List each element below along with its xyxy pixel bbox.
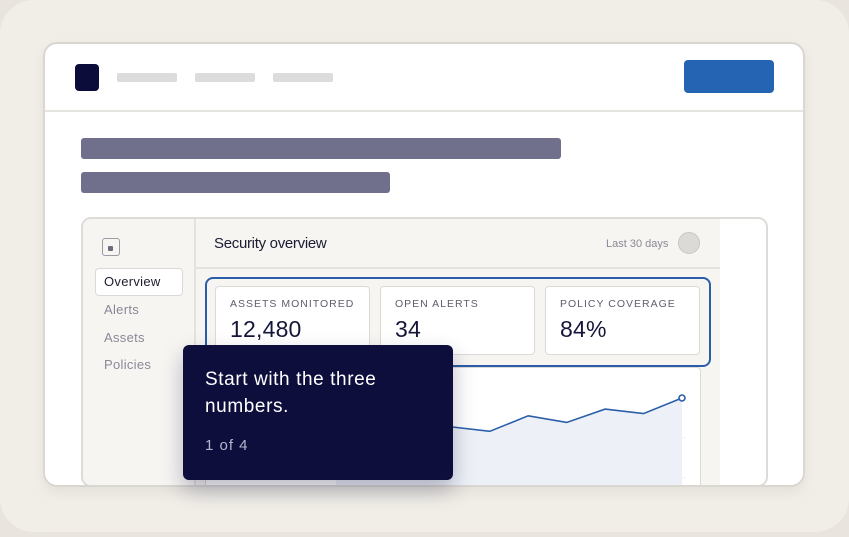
logo[interactable] <box>75 64 99 91</box>
tooltip-step-counter: 1 of 4 <box>205 437 249 454</box>
trend-endpoint <box>678 394 686 402</box>
hero-heading-placeholder <box>81 138 561 159</box>
top-navigation <box>45 44 803 112</box>
app-icon <box>102 238 120 256</box>
nav-link-placeholder-2[interactable] <box>195 73 255 82</box>
sidebar-item-overview[interactable]: Overview <box>95 268 183 296</box>
hero-subheading-placeholder <box>81 172 390 193</box>
kpi-label: ASSETS MONITORED <box>230 298 355 310</box>
nav-link-placeholder-3[interactable] <box>273 73 333 82</box>
kpi-value: 34 <box>395 316 421 342</box>
main-header: Security overview Last 30 days <box>196 219 720 269</box>
kpi-card-alerts: OPEN ALERTS 34 <box>380 286 535 355</box>
page-title: Security overview <box>214 235 327 252</box>
date-range[interactable]: Last 30 days <box>606 238 669 250</box>
sidebar-item-assets[interactable]: Assets <box>104 330 145 345</box>
kpi-label: OPEN ALERTS <box>395 298 479 310</box>
primary-cta-button[interactable] <box>684 60 774 93</box>
kpi-value: 84% <box>560 316 607 342</box>
sidebar-item-alerts[interactable]: Alerts <box>104 302 140 317</box>
nav-link-placeholder-1[interactable] <box>117 73 177 82</box>
tooltip-message: Start with the three numbers. <box>205 369 377 417</box>
sidebar-item-policies[interactable]: Policies <box>104 357 152 372</box>
onboarding-tooltip[interactable]: Start with the three numbers. 1 of 4 <box>183 345 453 480</box>
kpi-label: POLICY COVERAGE <box>560 298 676 310</box>
avatar[interactable] <box>678 232 700 254</box>
kpi-card-assets: ASSETS MONITORED 12,480 <box>215 286 370 355</box>
sidebar: Overview Alerts Assets Policies <box>83 219 196 485</box>
kpi-card-coverage: POLICY COVERAGE 84% <box>545 286 700 355</box>
kpi-highlight: ASSETS MONITORED 12,480 OPEN ALERTS 34 P… <box>205 277 711 367</box>
kpi-value: 12,480 <box>230 316 302 342</box>
